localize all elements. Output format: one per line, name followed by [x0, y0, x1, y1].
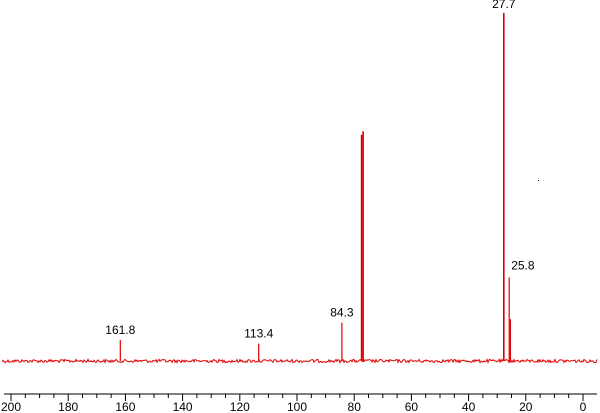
x-tick-label: 40 — [462, 400, 476, 413]
peak-label: 84.3 — [330, 306, 354, 320]
peak-label: 25.8 — [511, 259, 535, 273]
x-tick-label: 120 — [230, 400, 250, 413]
x-axis: 200 180 160 140 120 100 80 60 40 20 0 — [1, 180, 597, 413]
x-tick-label: 20 — [519, 400, 533, 413]
peak-label: 113.4 — [244, 327, 273, 341]
peaks-layer — [119, 13, 511, 361]
x-tick-label: 60 — [405, 400, 419, 413]
x-tick-label: 200 — [1, 400, 21, 413]
peak-label: 27.7 — [492, 0, 516, 11]
stray-dot — [538, 180, 539, 181]
x-tick-label: 100 — [287, 400, 307, 413]
peak-label: 161.8 — [105, 323, 135, 337]
x-tick-label: 0 — [580, 400, 587, 413]
x-tick-label: 140 — [173, 400, 193, 413]
spectrum-baseline — [1, 358, 598, 364]
x-tick-label: 180 — [58, 400, 78, 413]
x-tick-label: 160 — [115, 400, 135, 413]
peak-labels: 161.8 113.4 84.3 27.7 25.8 — [105, 0, 535, 341]
x-tick-label: 80 — [348, 400, 362, 413]
